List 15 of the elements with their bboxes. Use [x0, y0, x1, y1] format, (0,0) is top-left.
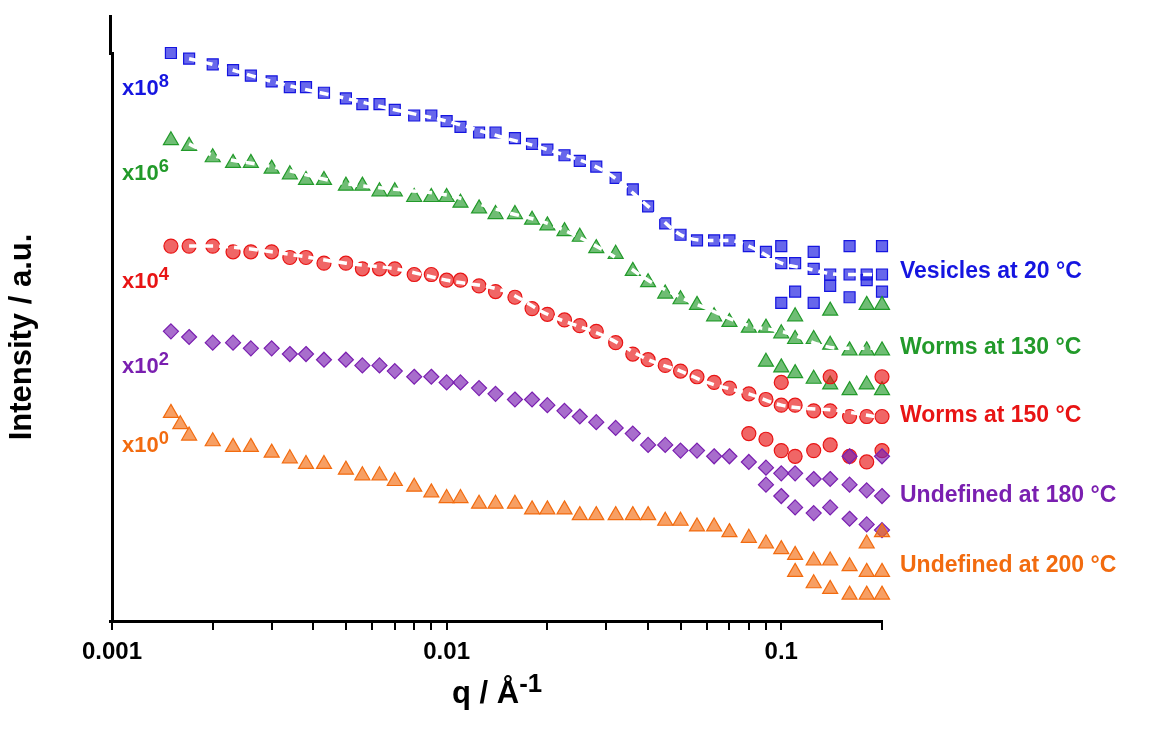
series-label: Worms at 150 °C: [900, 401, 1082, 429]
series-label: Vesicles at 20 °C: [900, 257, 1082, 285]
annotation: x10$^{4}$: [122, 262, 169, 294]
x-tick-label: 0.01: [423, 637, 470, 665]
annotation: x10$^{2}$: [122, 347, 169, 380]
x-axis-title: q / Å$^{-1}$: [452, 669, 543, 712]
x-tick-label: 0.1: [764, 637, 798, 665]
series-label: Worms at 130 °C: [900, 332, 1082, 360]
annotation: x10$^{0}$: [122, 427, 169, 459]
series-label: Undefined at 200 °C: [900, 550, 1117, 578]
annotation: x10$^{6}$: [122, 154, 169, 187]
y-axis-title: Intensity / a.u.: [3, 233, 39, 441]
series-label: Undefined at 180 °C: [900, 480, 1117, 508]
x-tick-label: 0.001: [81, 637, 143, 665]
annotation: x10$^{8}$: [122, 69, 169, 101]
